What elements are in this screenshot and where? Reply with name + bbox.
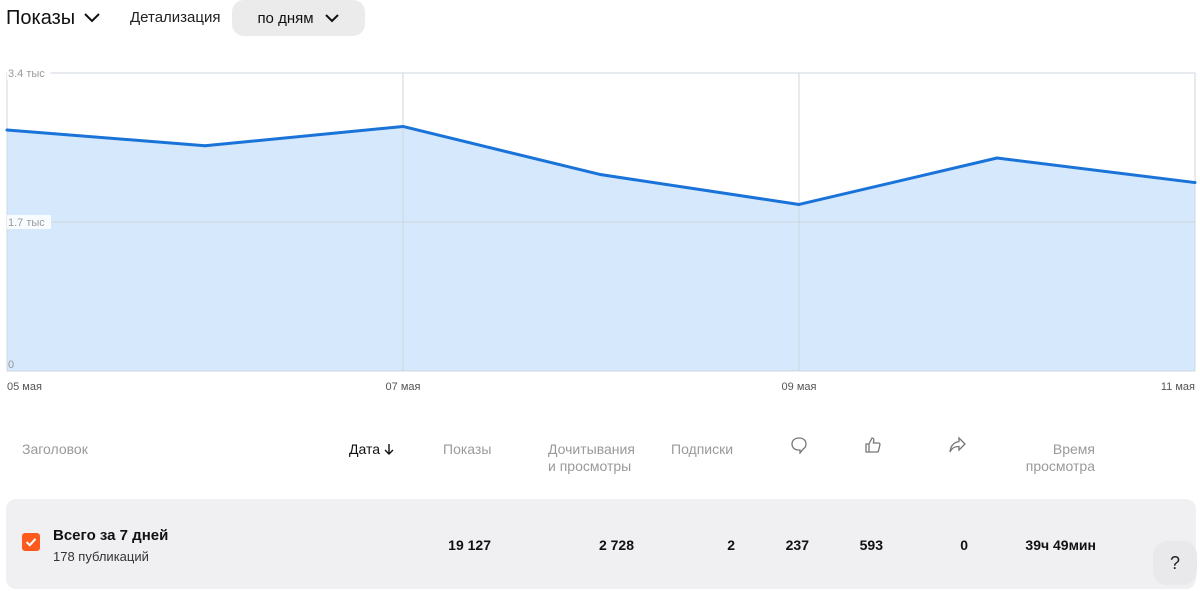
y-tick-label: 3.4 тыс (8, 68, 45, 80)
total-comments: 237 (785, 537, 809, 553)
metric-dropdown-label: Показы (6, 6, 76, 29)
share-icon[interactable] (948, 436, 966, 454)
column-date-label: Дата (349, 441, 381, 457)
sort-arrow-down-icon (384, 444, 394, 455)
x-tick-label: 07 мая (386, 381, 421, 393)
total-likes: 593 (859, 537, 883, 553)
table-header: Заголовок Дата Показы Дочитывания и прос… (0, 436, 1200, 482)
help-button[interactable]: ? (1153, 541, 1197, 585)
total-view-time: 39ч 49мин (1025, 537, 1096, 553)
total-row-title: Всего за 7 дней (53, 527, 169, 544)
y-tick-label: 0 (8, 359, 14, 371)
total-shares: 0 (960, 537, 968, 553)
column-date-header[interactable]: Дата (349, 441, 394, 458)
period-dropdown[interactable]: по дням (232, 0, 365, 36)
column-time-line1: Время (1052, 441, 1095, 457)
total-row-subtitle: 178 публикаций (53, 549, 149, 564)
column-title-header[interactable]: Заголовок (22, 441, 88, 457)
metric-dropdown[interactable]: Показы (6, 4, 101, 32)
data-point (203, 144, 207, 148)
data-point (599, 173, 603, 177)
column-reads-line1: Дочитывания (548, 441, 635, 457)
data-point (797, 202, 801, 206)
y-tick-label: 1.7 тыс (8, 217, 45, 229)
x-tick-label: 11 мая (1161, 381, 1195, 393)
series-area (7, 126, 1195, 371)
x-tick-label: 05 мая (7, 381, 42, 393)
y-tick-bg (7, 215, 51, 229)
column-reads-line2: и просмотры (548, 458, 632, 474)
column-time-line2: просмотра (1025, 458, 1095, 474)
column-time-header[interactable]: Время просмотра (1010, 441, 1095, 475)
period-dropdown-label: по дням (257, 9, 314, 27)
chevron-down-icon (84, 13, 100, 23)
total-row-checkbox[interactable] (22, 533, 40, 551)
column-reads-header[interactable]: Дочитывания и просмотры (548, 441, 635, 475)
column-views-header[interactable]: Показы (443, 441, 492, 457)
like-icon[interactable] (864, 436, 882, 454)
y-tick-bg (7, 66, 51, 80)
x-tick-label: 09 мая (782, 381, 817, 393)
total-row: Всего за 7 дней 178 публикаций 19 127 2 … (6, 499, 1196, 589)
chevron-down-icon (324, 14, 339, 23)
total-views: 19 127 (448, 537, 491, 553)
detail-label: Детализация (130, 9, 221, 26)
views-chart: 3.4 тыс 1.7 тыс 0 05 мая 07 мая 09 мая 11 мая (5, 66, 1197, 393)
data-point (1193, 181, 1197, 185)
column-subs-header[interactable]: Подписки (671, 441, 734, 457)
data-point (995, 156, 999, 160)
comment-icon[interactable] (790, 436, 808, 454)
total-subs: 2 (727, 537, 735, 553)
data-point (5, 128, 9, 132)
total-reads: 2 728 (598, 537, 634, 553)
checkmark-icon (25, 538, 37, 547)
data-point (401, 124, 405, 128)
top-bar: Показы Детализация по дням (0, 0, 1200, 40)
